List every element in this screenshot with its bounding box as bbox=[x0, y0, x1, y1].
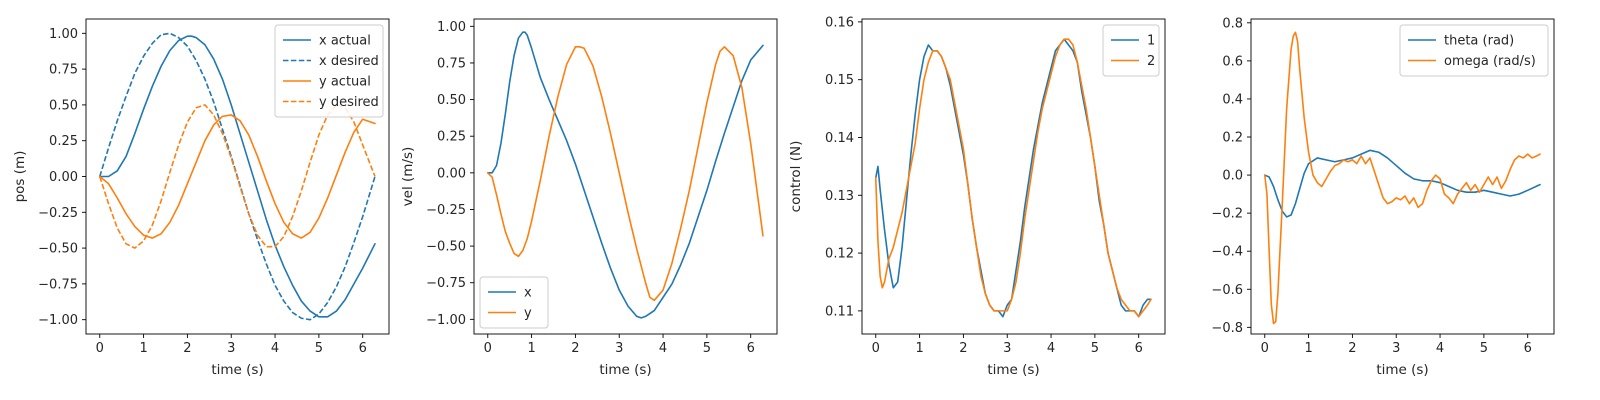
legend-label: x actual bbox=[319, 34, 371, 49]
x-tick-label: 1 bbox=[527, 341, 535, 356]
legend-label: y desired bbox=[319, 95, 379, 110]
y-tick-label: −1.00 bbox=[426, 313, 466, 328]
y-tick-label: 0.11 bbox=[825, 304, 854, 319]
x-axis-label: time (s) bbox=[211, 362, 263, 378]
y-tick-label: 0.13 bbox=[825, 189, 854, 204]
x-tick-label: 5 bbox=[315, 341, 323, 356]
y-tick-label: 0.12 bbox=[825, 247, 854, 262]
x-tick-label: 6 bbox=[1524, 341, 1532, 356]
y-tick-label: 0.2 bbox=[1222, 131, 1243, 146]
y-tick-label: −0.75 bbox=[38, 277, 78, 292]
x-tick-label: 4 bbox=[1436, 341, 1444, 356]
x-tick-label: 5 bbox=[1480, 341, 1488, 356]
vel-panel: 0 1 2 3 4 5 6 −1.00 −0.75 −0.50 −0.25 0.00 0.25 0.50 0… bbox=[400, 18, 778, 378]
y-tick-label: 1.00 bbox=[437, 20, 466, 35]
x-tick-label: 6 bbox=[747, 341, 755, 356]
x-tick-label: 4 bbox=[659, 341, 667, 356]
y-tick-label: −0.4 bbox=[1211, 245, 1243, 260]
x-tick-label: 6 bbox=[359, 341, 367, 356]
x-tick-label: 3 bbox=[615, 341, 623, 356]
y-tick-label: 0.00 bbox=[437, 166, 466, 181]
x-tick-label: 3 bbox=[1003, 341, 1011, 356]
y-tick-label: −0.50 bbox=[426, 240, 466, 255]
x-tick-label: 0 bbox=[872, 341, 880, 356]
legend: theta (rad) omega (rad/s) bbox=[1399, 24, 1549, 77]
x-tick-label: 6 bbox=[1135, 341, 1143, 356]
x-tick-label: 0 bbox=[96, 341, 104, 356]
x-tick-label: 5 bbox=[1091, 341, 1099, 356]
series-line-x-actual bbox=[98, 35, 376, 318]
y-tick-label: −0.25 bbox=[426, 203, 466, 218]
series-line-y-desired bbox=[98, 104, 376, 249]
y-tick-label: 0.0 bbox=[1222, 169, 1243, 184]
y-tick-label: 0.25 bbox=[49, 134, 78, 149]
y-tick-label: 0.4 bbox=[1222, 92, 1243, 107]
x-tick-label: 0 bbox=[484, 341, 492, 356]
y-tick-label: 0.00 bbox=[49, 170, 78, 185]
theta-omega-panel: 0 1 2 3 4 5 6 −0.8 −0.6 −0.4 −0.2 0.0 0.2 0.4 0.6 0.8 ti… bbox=[1211, 16, 1555, 378]
y-tick-label: 0.50 bbox=[437, 93, 466, 108]
y-tick-label: 1.00 bbox=[49, 27, 78, 42]
series-line-y bbox=[486, 46, 764, 302]
x-tick-label: 3 bbox=[1392, 341, 1400, 356]
y-tick-label: 0.8 bbox=[1222, 16, 1243, 31]
legend-label: omega (rad/s) bbox=[1444, 54, 1536, 69]
series-line-x bbox=[486, 31, 764, 319]
y-tick-label: −0.6 bbox=[1211, 283, 1243, 298]
series-line-y-actual bbox=[98, 114, 376, 239]
y-tick-label: 0.6 bbox=[1222, 54, 1243, 69]
x-tick-label: 5 bbox=[703, 341, 711, 356]
y-axis-label: control (N) bbox=[788, 141, 804, 213]
y-tick-label: 0.15 bbox=[825, 73, 854, 88]
x-tick-label: 2 bbox=[1348, 341, 1356, 356]
y-tick-label: 0.75 bbox=[49, 63, 78, 78]
x-tick-label: 0 bbox=[1261, 341, 1269, 356]
axes-frame bbox=[473, 18, 778, 335]
legend-label: x bbox=[524, 286, 532, 301]
legend: 12 bbox=[1102, 24, 1160, 77]
y-tick-label: 0.50 bbox=[49, 98, 78, 113]
legend-label: 1 bbox=[1147, 34, 1155, 49]
y-axis-label: pos (m) bbox=[12, 151, 28, 203]
axes-frame bbox=[861, 18, 1166, 335]
pos-panel: 0 1 2 3 4 5 6 −1.00 −0.75 −0.50 −0.25 0.00 0.25 0.50 0… bbox=[12, 18, 390, 378]
x-axis-label: time (s) bbox=[1376, 362, 1428, 378]
y-tick-label: 0.14 bbox=[825, 131, 854, 146]
x-tick-label: 1 bbox=[915, 341, 923, 356]
y-axis-label: vel (m/s) bbox=[400, 147, 416, 207]
y-tick-label: −0.2 bbox=[1211, 207, 1243, 222]
x-tick-label: 4 bbox=[1047, 341, 1055, 356]
y-tick-label: 0.16 bbox=[825, 15, 854, 30]
y-tick-label: −0.25 bbox=[38, 206, 78, 221]
legend-label: theta (rad) bbox=[1444, 34, 1514, 49]
legend: xy bbox=[479, 276, 549, 329]
series-line-2 bbox=[874, 38, 1152, 318]
legend: x actual x desired y actual y desired bbox=[274, 24, 384, 118]
legend-label: x desired bbox=[319, 54, 379, 69]
axes-frame bbox=[1250, 18, 1555, 335]
legend-label: y bbox=[524, 306, 532, 321]
series-line-omega-rad-s- bbox=[1263, 31, 1541, 325]
x-axis-label: time (s) bbox=[599, 362, 651, 378]
y-tick-label: −0.8 bbox=[1211, 321, 1243, 336]
x-axis-label: time (s) bbox=[987, 362, 1039, 378]
y-tick-label: 0.75 bbox=[437, 56, 466, 71]
y-tick-label: −0.50 bbox=[38, 242, 78, 257]
x-tick-label: 3 bbox=[227, 341, 235, 356]
x-tick-label: 2 bbox=[183, 341, 191, 356]
series-line-theta-rad- bbox=[1263, 149, 1541, 218]
series-line-1 bbox=[874, 38, 1152, 318]
legend-label: y actual bbox=[319, 75, 371, 90]
y-tick-label: −0.75 bbox=[426, 276, 466, 291]
x-tick-label: 1 bbox=[1304, 341, 1312, 356]
y-tick-label: 0.25 bbox=[437, 130, 466, 145]
x-tick-label: 2 bbox=[571, 341, 579, 356]
x-tick-label: 4 bbox=[271, 341, 279, 356]
legend-label: 2 bbox=[1147, 54, 1155, 69]
y-tick-label: −1.00 bbox=[38, 313, 78, 328]
x-tick-label: 1 bbox=[139, 341, 147, 356]
x-tick-label: 2 bbox=[959, 341, 967, 356]
